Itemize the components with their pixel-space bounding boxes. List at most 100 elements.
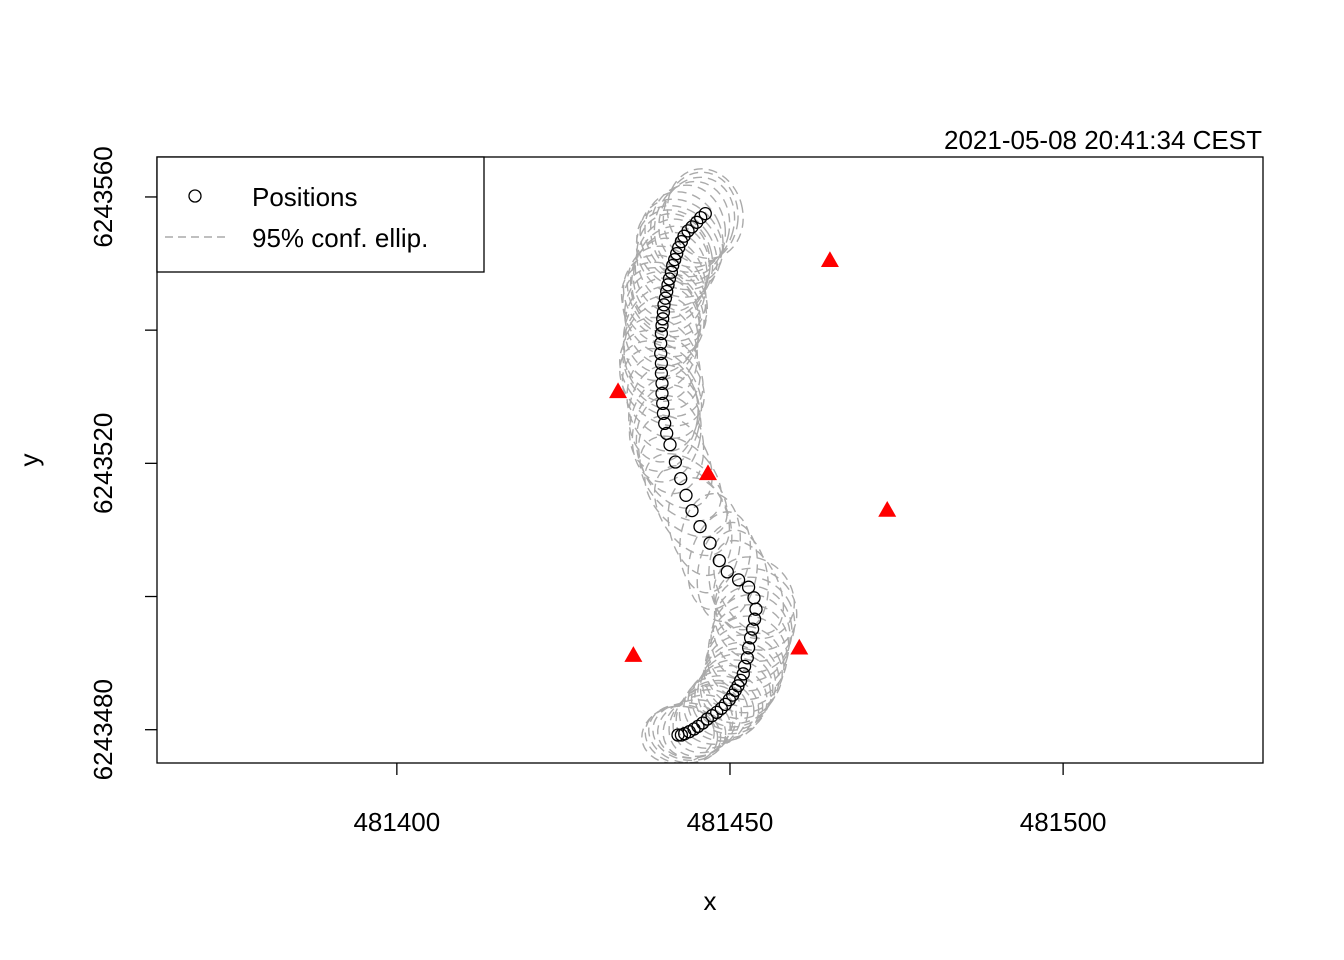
position-point [685,220,699,234]
position-point [690,215,704,229]
position-point [663,438,677,452]
position-point [714,701,728,716]
receiver-marker [699,464,718,481]
position-point [685,503,699,518]
confidence-ellipse [672,684,743,754]
position-point [658,291,673,305]
position-markers [654,206,763,742]
position-point [666,258,680,273]
confidence-ellipse [626,245,707,338]
receiver-marker [790,638,809,655]
position-point [656,312,670,326]
legend-label-ellipses: 95% conf. ellip. [252,223,428,253]
legend: Positions 95% conf. ellip. [156,156,485,273]
confidence-ellipse [635,209,718,298]
position-point [654,366,669,381]
confidence-ellipse [713,576,796,662]
position-point [654,326,669,341]
confidence-ellipse [621,316,701,410]
confidence-ellipse [708,529,770,631]
chart-title: 2021-05-08 20:41:34 CEST [944,125,1262,155]
confidence-ellipse [641,705,715,763]
receiver-marker [624,646,643,662]
position-point [656,305,671,319]
confidence-ellipse [648,703,722,763]
x-axis: 481400 481450 481500 [353,763,1107,837]
confidence-ellipse [621,347,703,439]
position-point [660,284,674,299]
position-point [745,622,760,636]
confidence-ellipse [631,384,702,483]
confidence-ellipse [619,340,705,427]
confidence-ellipse [701,641,780,720]
position-point [674,728,689,742]
legend-box [156,156,485,273]
position-point [670,246,684,261]
y-tick-label: 6243560 [88,146,118,247]
position-point [655,318,669,333]
position-point [720,565,734,579]
position-point [700,712,714,726]
confidence-ellipse [706,615,788,701]
position-point [661,278,675,292]
position-point [743,631,758,645]
confidence-ellipse [628,364,699,463]
receiver-marker [820,251,839,267]
confidence-ellipse [639,435,723,522]
position-point [740,651,754,665]
position-point [703,536,717,550]
confidence-ellipse [678,679,755,746]
confidence-ellipse [644,452,728,538]
receiver-marker [878,500,897,517]
confidence-ellipse [629,237,707,333]
position-point [656,396,670,411]
confidence-ellipse [649,184,727,278]
position-point [654,346,668,361]
confidence-ellipse [635,395,705,495]
position-point [654,356,669,371]
position-point [662,272,677,286]
position-point [657,298,671,312]
position-point [747,612,762,626]
position-point [655,386,669,401]
position-point [674,234,689,249]
position-point [672,240,686,255]
confidence-ellipse [714,567,798,651]
legend-label-positions: Positions [252,182,358,212]
x-tick-label: 481400 [353,807,440,837]
plot-frame [156,156,1264,764]
confidence-ellipse [690,664,768,735]
confidence-ellipse [694,659,772,731]
position-point [736,667,750,681]
y-tick-label: 6243520 [88,413,118,514]
position-point [656,406,671,421]
y-axis-label: y [14,454,44,467]
confidence-ellipse [658,176,736,269]
confidence-ellipse [652,702,727,762]
legend-positions-symbol [188,189,202,203]
confidence-ellipse [637,415,713,509]
position-point [741,580,756,594]
confidence-ellipse [623,305,699,402]
confidence-ellipse [712,556,796,640]
confidence-ellipse [622,254,708,342]
position-point [722,693,736,707]
position-point [693,519,707,534]
position-point [698,206,712,221]
x-tick-label: 481450 [687,807,774,837]
position-point [726,688,740,702]
position-point [654,336,668,351]
confidence-ellipse [697,653,774,728]
position-point [671,728,685,742]
confidence-ellipse [679,492,741,594]
confidence-ellipse [662,171,739,264]
position-point [741,641,756,655]
position-point [679,488,693,502]
position-point [655,376,669,391]
position-point [694,210,708,225]
confidence-ellipse [696,521,759,623]
confidence-ellipse [628,374,701,472]
confidence-ellipse [703,634,783,714]
y-axis: 6243480 6243520 6243560 [88,146,157,780]
confidence-ellipse [623,277,701,374]
